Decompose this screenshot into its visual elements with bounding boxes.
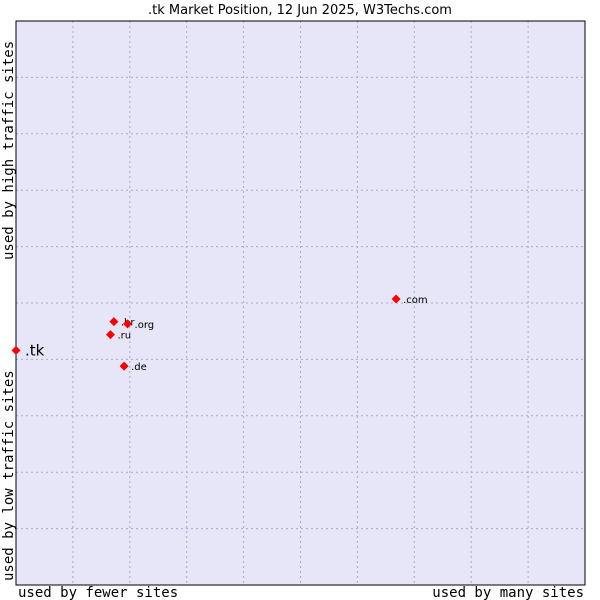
data-point-label: .ru — [117, 331, 131, 342]
data-point-marker — [391, 294, 401, 304]
data-point-label: .org — [135, 320, 155, 331]
y-axis-label-low: used by low traffic sites — [1, 370, 17, 581]
data-point-marker — [123, 319, 133, 329]
plot-border — [15, 20, 586, 586]
y-axis-label-high: used by high traffic sites — [1, 41, 17, 260]
x-axis-label-right: used by many sites — [432, 585, 584, 600]
data-point-marker — [109, 317, 119, 327]
data-point-marker — [11, 345, 21, 355]
data-point-label: .de — [131, 362, 147, 373]
data-point-label: .com — [403, 295, 428, 306]
chart-title: .tk Market Position, 12 Jun 2025, W3Tech… — [148, 3, 452, 18]
data-point-marker — [119, 361, 129, 371]
data-point-marker — [105, 330, 115, 340]
grid-lines — [16, 21, 585, 585]
x-axis-label-left: used by fewer sites — [18, 585, 178, 600]
data-point-label: .tk — [25, 341, 45, 359]
data-points: .com.br.org.ru.de.tk — [11, 294, 428, 373]
